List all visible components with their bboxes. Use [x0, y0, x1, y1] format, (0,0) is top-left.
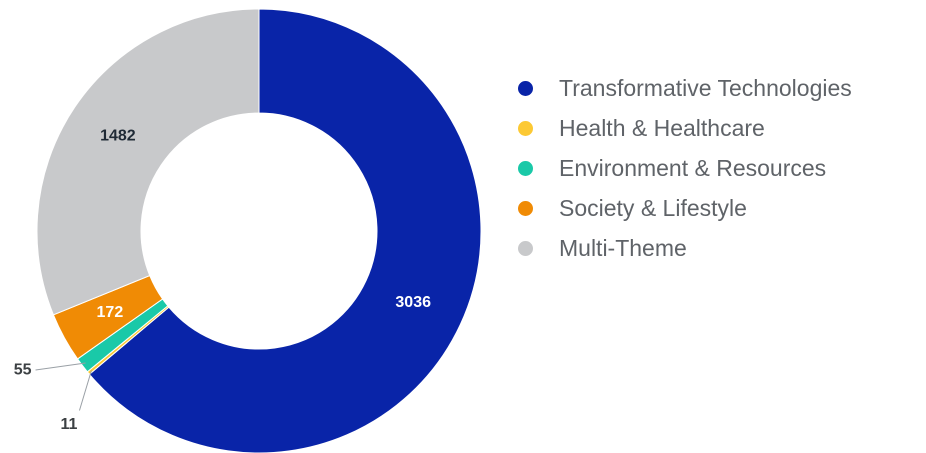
legend-item-health-and-healthcare: Health & Healthcare [518, 108, 852, 148]
legend-label: Multi-Theme [559, 234, 687, 261]
legend-item-multi-theme: Multi-Theme [518, 228, 852, 268]
legend-item-environment-and-resources: Environment & Resources [518, 148, 852, 188]
legend-label: Environment & Resources [559, 154, 827, 181]
legend-label: Health & Healthcare [559, 114, 765, 141]
legend-swatch-icon [518, 200, 533, 216]
value-label-health-and-healthcare: 11 [61, 416, 78, 433]
legend-label: Transformative Technologies [559, 74, 852, 101]
slice-multi-theme [36, 8, 260, 316]
value-label-multi-theme: 1482 [100, 128, 136, 145]
legend-label: Society & Lifestyle [559, 194, 747, 221]
slice-transformative-technologies [88, 8, 482, 453]
value-label-society-and-lifestyle: 172 [97, 304, 124, 321]
chart-legend: Transformative Technologies Health & Heal… [518, 68, 852, 268]
value-label-environment-and-resources: 55 [14, 362, 32, 379]
legend-swatch-icon [518, 80, 533, 96]
legend-swatch-icon [518, 240, 533, 256]
value-label-transformative-technologies: 3036 [395, 294, 431, 311]
legend-swatch-icon [518, 120, 533, 136]
leader-line-environment-and-resources [35, 362, 86, 371]
legend-item-society-and-lifestyle: Society & Lifestyle [518, 188, 852, 228]
legend-swatch-icon [518, 160, 533, 176]
legend-item-transformative-technologies: Transformative Technologies [518, 68, 852, 108]
leader-line-health-and-healthcare [78, 370, 92, 411]
